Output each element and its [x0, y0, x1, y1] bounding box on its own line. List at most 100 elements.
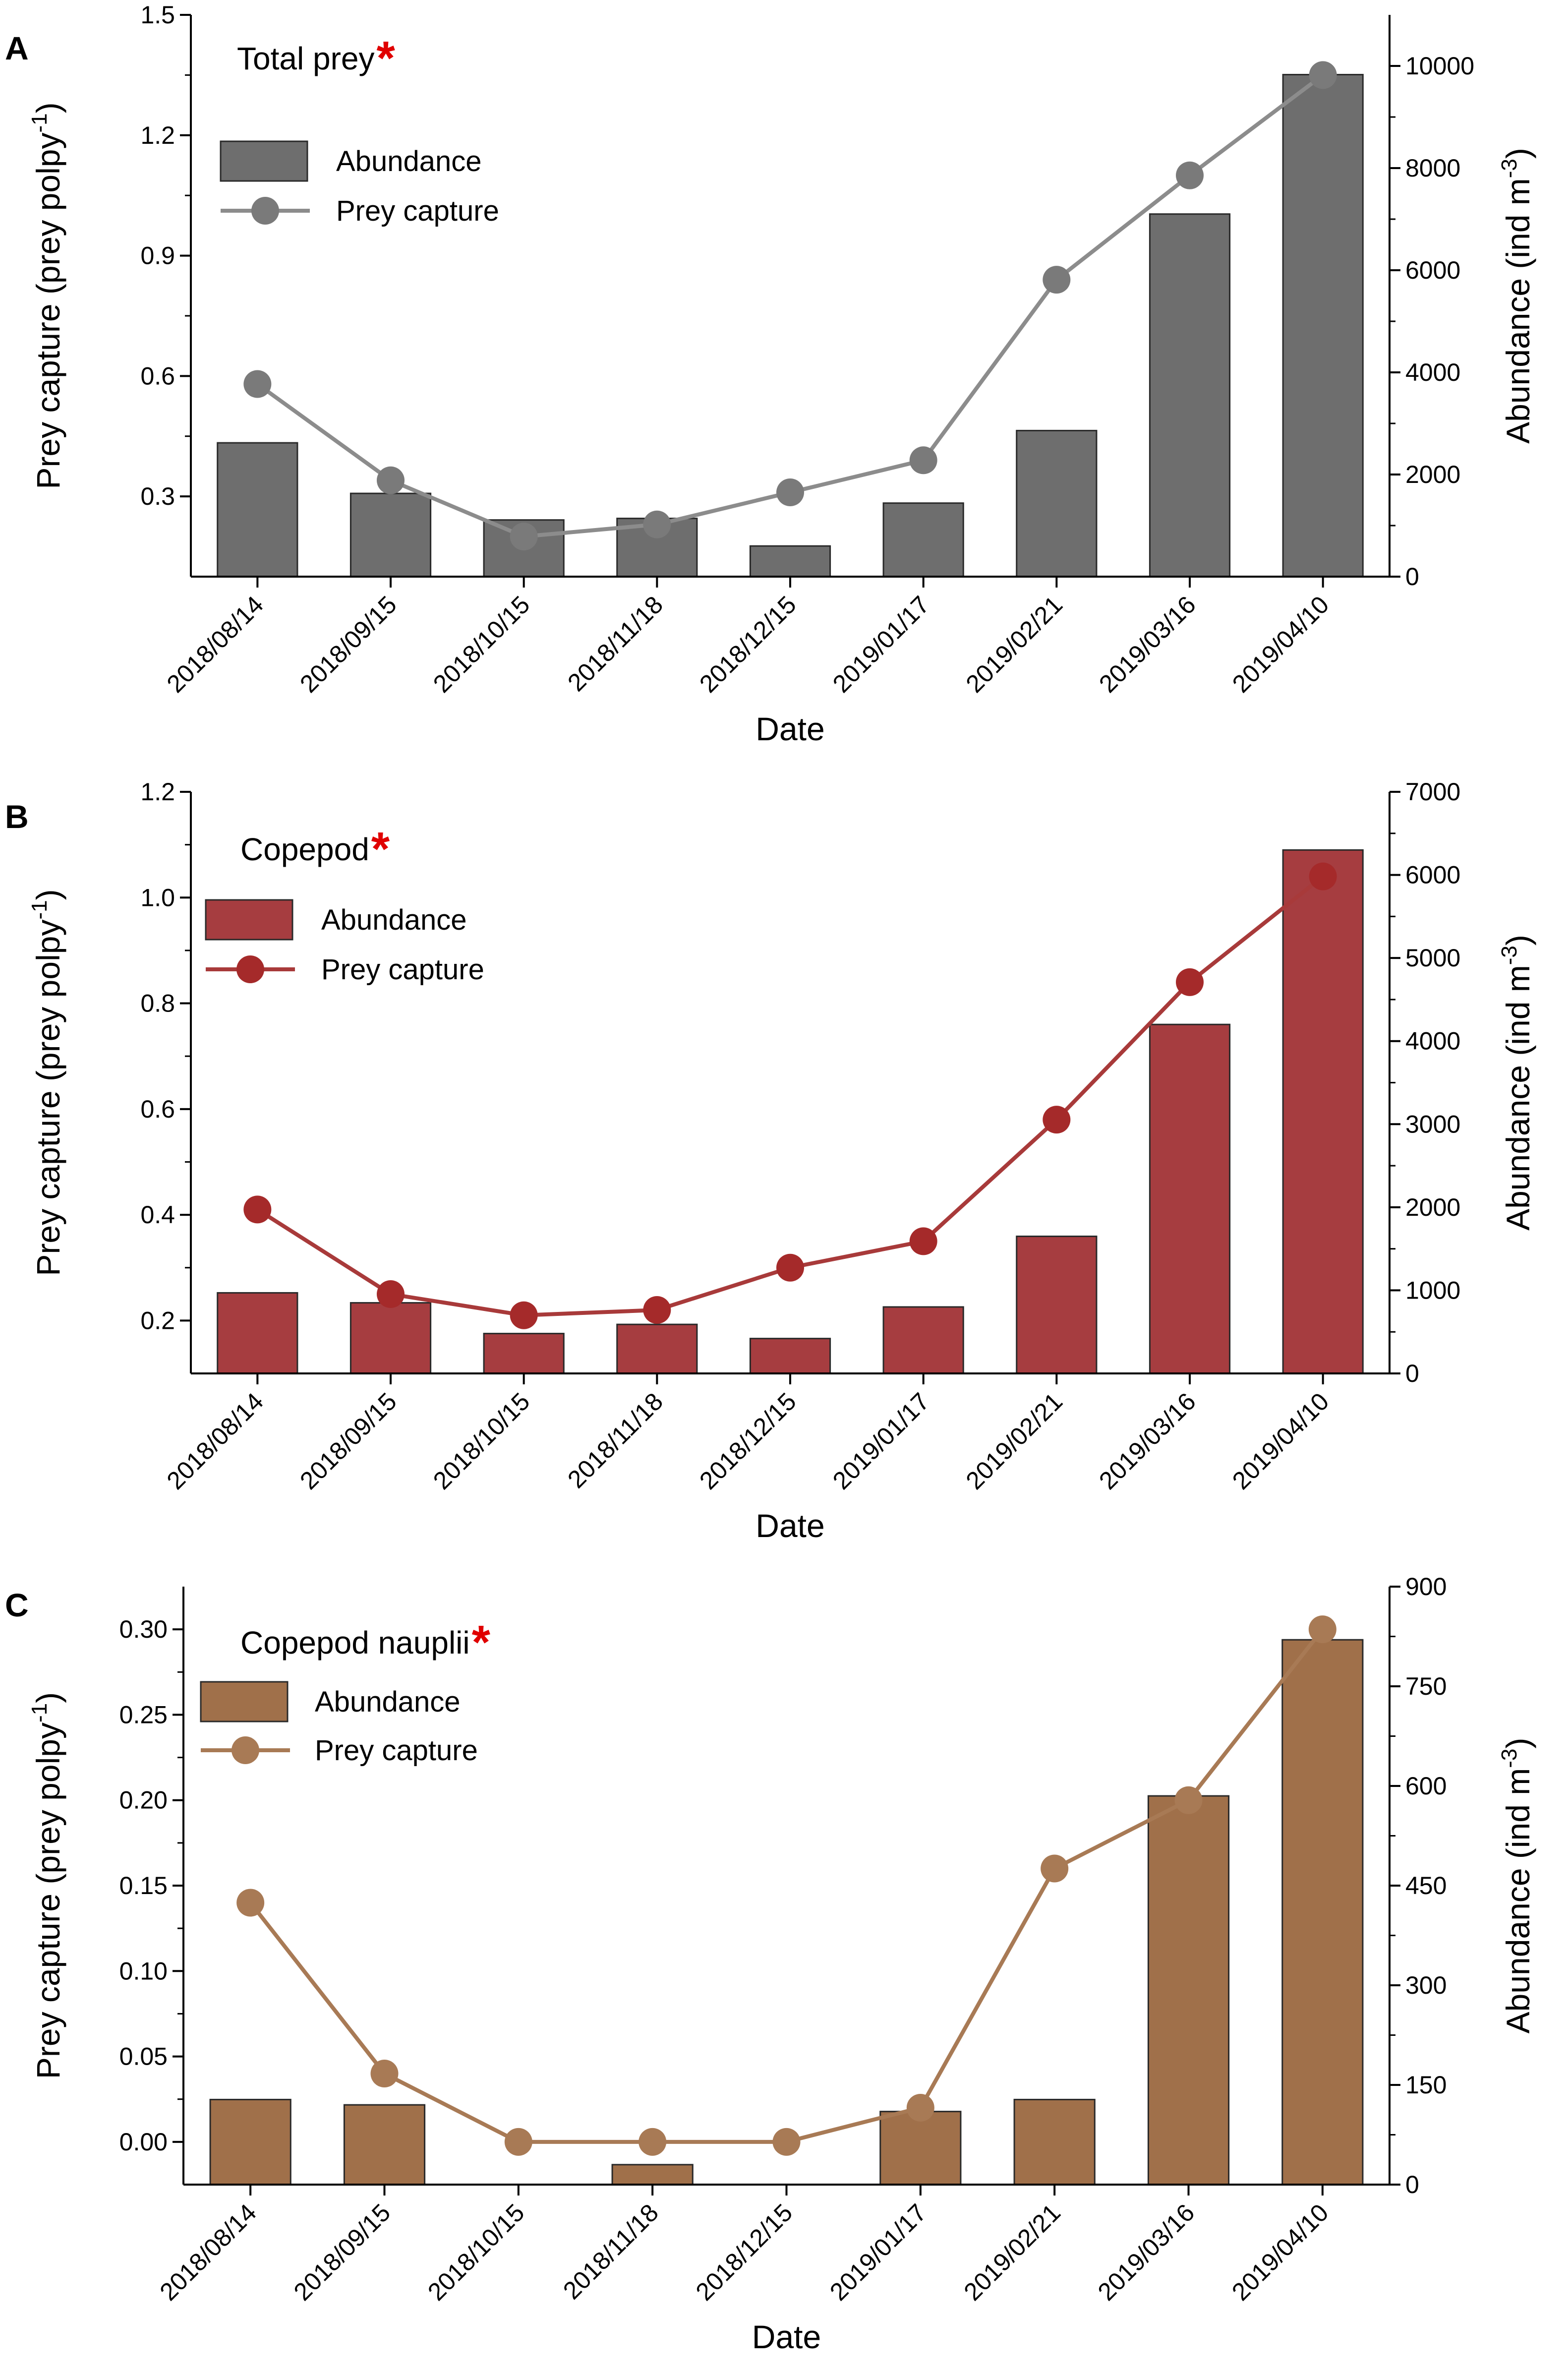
prey-capture-point [370, 2060, 399, 2088]
significance-asterisk: * [371, 823, 390, 876]
x-tick-label: 2019/02/21 [961, 591, 1068, 698]
bar [616, 1323, 698, 1374]
bar [882, 1306, 964, 1374]
chart-title: Copepod [240, 831, 369, 867]
left-axis-title-base: Prey capture (prey polpy [30, 133, 66, 489]
right-axis-title-base: Abundance (ind m [1500, 178, 1536, 444]
right-tick-label: 2000 [1405, 1193, 1460, 1221]
left-tick-label: 0.25 [119, 1701, 168, 1728]
left-axis-title-close: ) [30, 1692, 66, 1703]
prey-capture-point [776, 1253, 804, 1282]
prey-capture-point [1043, 266, 1071, 294]
bar [1149, 213, 1231, 578]
prey-capture-point [643, 1296, 671, 1324]
left-tick-label: 1.0 [140, 884, 175, 911]
panel-c: C 0.00 0.05 0.10 0.15 0.20 0.25 0.30 0 150 300 450 6… [5, 1573, 1536, 2355]
legend-bar-swatch [220, 140, 308, 182]
left-tick-label: 0.9 [140, 242, 175, 270]
prey-capture-point [909, 446, 937, 475]
right-tick-label: 750 [1405, 1672, 1447, 1700]
x-tick-label: 2018/11/18 [562, 1387, 668, 1493]
left-tick-label: 0.05 [119, 2043, 168, 2071]
left-tick-label: 0.4 [140, 1201, 175, 1229]
prey-capture-point [1176, 968, 1204, 996]
x-tick-label: 2019/03/16 [1094, 1387, 1201, 1495]
bar [879, 2111, 962, 2186]
left-axis-title-sup: -1 [27, 1703, 52, 1722]
left-tick-label: 0.6 [140, 362, 175, 390]
legend-point-swatch [232, 1736, 259, 1764]
right-tick-label: 0 [1405, 2171, 1419, 2198]
right-tick-label: 6000 [1405, 256, 1460, 284]
prey-capture-point [236, 1889, 265, 1917]
legend-bar-swatch [205, 899, 293, 941]
bar [882, 502, 964, 578]
left-axis-title: Prey capture (prey polpy-1) [27, 102, 66, 489]
x-tick-label: 2018/08/14 [154, 2198, 262, 2306]
panel-letter: C [5, 1587, 29, 1623]
chart-title: Copepod nauplii [240, 1625, 470, 1661]
prey-capture-point [909, 1227, 937, 1255]
x-tick-label: 2018/11/18 [558, 2198, 664, 2305]
prey-capture-point [377, 466, 405, 494]
right-axis-title-close: ) [1500, 1738, 1536, 1749]
legend-bar-swatch [200, 1681, 289, 1722]
right-tick-label: 600 [1405, 1772, 1447, 1800]
legend-label-prey-capture: Prey capture [336, 195, 499, 227]
bar [483, 1333, 565, 1374]
legend-label-prey-capture: Prey capture [321, 953, 484, 986]
right-tick-label: 900 [1405, 1573, 1447, 1601]
right-tick-label: 300 [1405, 1971, 1447, 1999]
right-tick-label: 1000 [1405, 1276, 1460, 1304]
panel-a: A 0.3 0.6 0.9 1.2 1.5 0 2000 4000 6000 8000 10000 20… [5, 1, 1536, 747]
panel-b: B 0.2 0.4 0.6 0.8 1.0 1.2 0 1000 2000 3000 4000 5000… [5, 778, 1536, 1544]
prey-capture-point [1309, 61, 1337, 89]
legend-label-abundance: Abundance [321, 904, 466, 936]
bar [611, 2164, 694, 2186]
right-tick-label: 450 [1405, 1872, 1447, 1899]
bar [209, 2098, 291, 2186]
x-tick-label: 2019/01/17 [827, 591, 935, 698]
bar [349, 492, 432, 578]
prey-capture-point [772, 2128, 801, 2156]
legend-label-prey-capture: Prey capture [315, 1734, 478, 1767]
right-axis-title-sup: -3 [1497, 1749, 1521, 1768]
left-tick-label: 1.5 [140, 1, 175, 29]
legend-point-swatch [251, 197, 279, 225]
right-axis-title-sup: -3 [1497, 946, 1521, 965]
bar [217, 1292, 298, 1374]
x-tick-label: 2018/08/14 [162, 591, 269, 698]
prey-capture-point [1174, 1786, 1203, 1814]
prey-capture-point [510, 523, 538, 551]
x-axis-title: Date [755, 1507, 824, 1544]
x-tick-label: 2018/11/18 [562, 591, 668, 697]
right-tick-label: 0 [1405, 563, 1419, 591]
panel-letter: A [5, 30, 29, 66]
left-tick-label: 0.10 [119, 1957, 168, 1985]
bar [217, 442, 298, 578]
left-tick-label: 1.2 [140, 121, 175, 149]
left-axis-title-close: ) [30, 889, 66, 900]
prey-capture-point [510, 1301, 538, 1329]
x-tick-label: 2018/10/15 [422, 2198, 530, 2306]
x-tick-label: 2018/10/15 [428, 1387, 535, 1495]
x-tick-label: 2018/12/15 [694, 591, 802, 698]
bar [1147, 1795, 1230, 2186]
legend-label-abundance: Abundance [315, 1686, 460, 1718]
prey-capture-point [243, 370, 272, 398]
prey-capture-point [639, 2128, 667, 2156]
prey-capture-point [243, 1195, 272, 1224]
x-axis-title: Date [755, 711, 824, 747]
panel-letter: B [5, 798, 29, 835]
bar [1149, 1023, 1231, 1374]
x-axis-title: Date [752, 2318, 821, 2355]
x-tick-label: 2019/03/16 [1093, 2198, 1200, 2306]
x-tick-label: 2019/04/10 [1226, 2198, 1334, 2306]
x-tick-label: 2019/02/21 [958, 2198, 1066, 2306]
right-tick-label: 5000 [1405, 944, 1460, 972]
prey-capture-point [906, 2093, 934, 2122]
left-axis-title-base: Prey capture (prey polpy [30, 920, 66, 1276]
left-axis-title: Prey capture (prey polpy-1) [27, 1692, 66, 2079]
bar [749, 545, 831, 578]
